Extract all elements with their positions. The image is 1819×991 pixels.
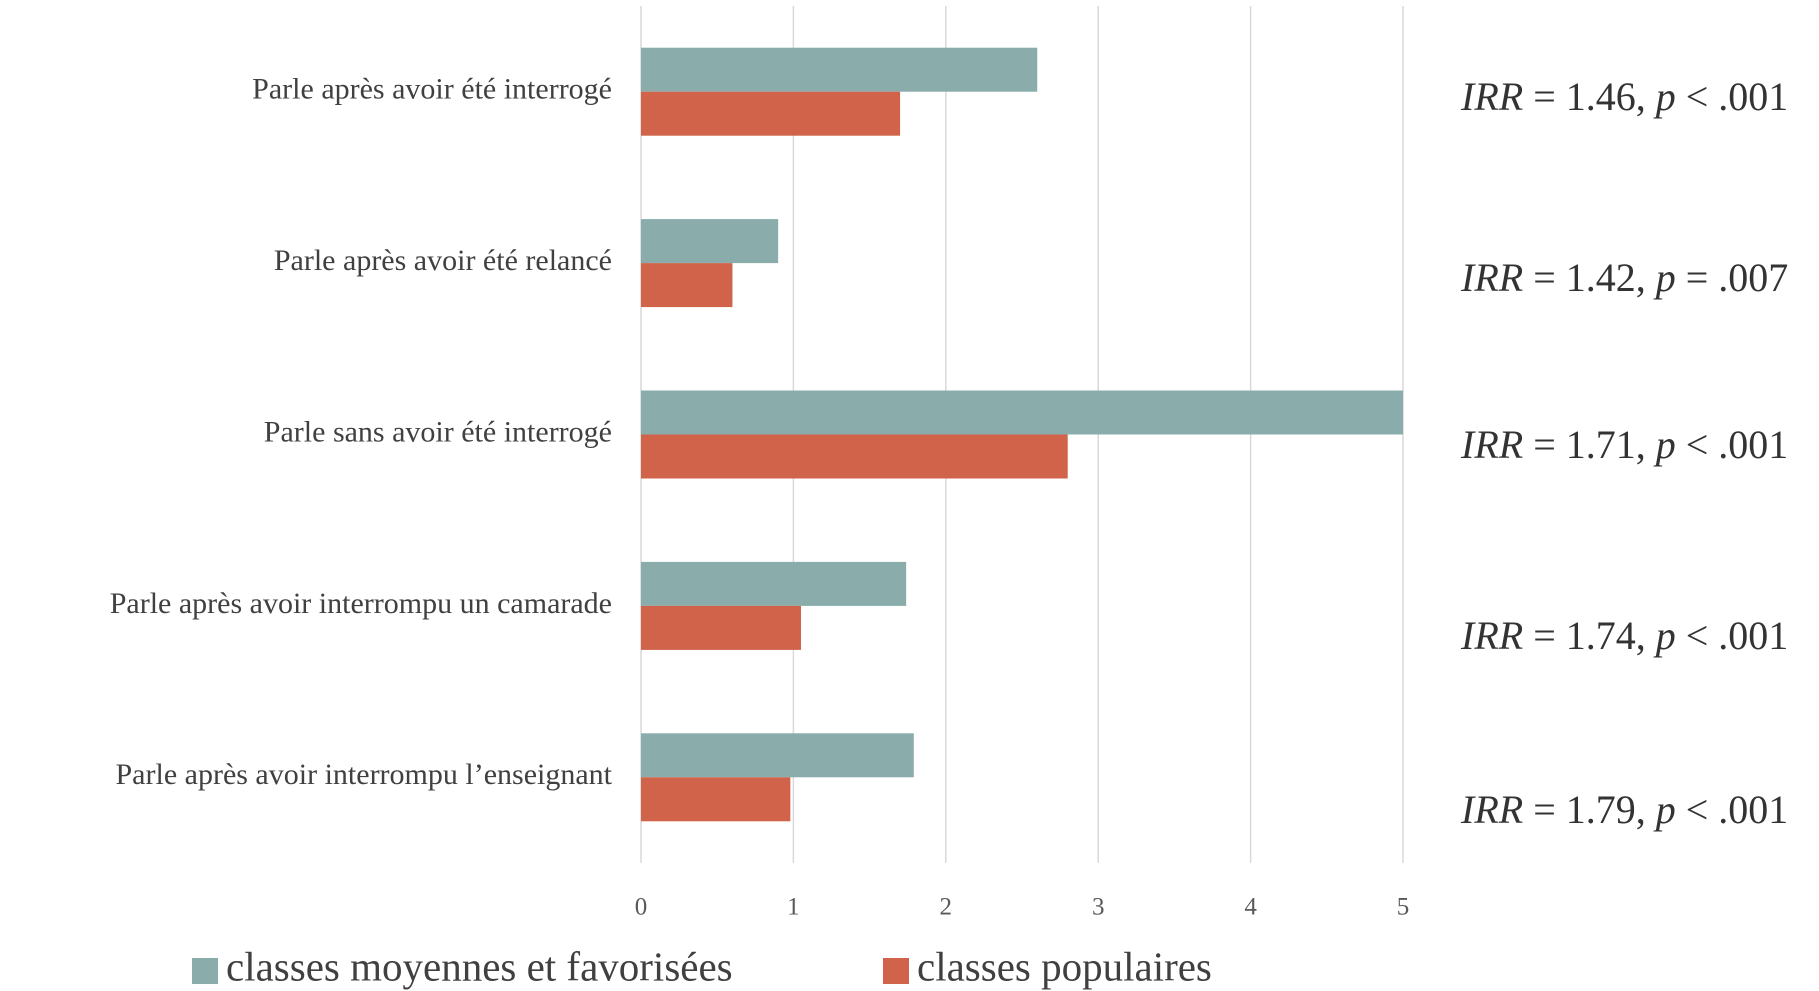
bar (641, 263, 733, 308)
x-tick-label: 0 (635, 894, 648, 921)
annotation-part: p (1653, 613, 1676, 658)
annotation: IRR = 1.46, p < .001 (1460, 74, 1788, 119)
x-tick-label: 3 (1092, 894, 1105, 921)
annotation-part: IRR (1460, 787, 1523, 832)
bar (641, 561, 907, 606)
y-tick-label: Parle après avoir interrompu un camarade (110, 587, 612, 620)
annotation-part: = 1.42, (1523, 255, 1656, 300)
annotation-part: < .001 (1676, 787, 1789, 832)
annotation-part: IRR (1460, 255, 1523, 300)
annotation-part: < .001 (1676, 422, 1789, 467)
legend-swatch (883, 958, 909, 984)
y-tick-label: Parle après avoir été interrogé (252, 73, 612, 106)
annotation: IRR = 1.79, p < .001 (1460, 787, 1788, 832)
bar (641, 733, 914, 778)
bar (641, 777, 791, 822)
legend-label: classes moyennes et favorisées (226, 943, 733, 989)
annotation-part: = 1.74, (1523, 613, 1656, 658)
legend-swatch (192, 958, 218, 984)
y-tick-label: Parle après avoir interrompu l’enseignan… (116, 758, 613, 791)
annotation-part: IRR (1460, 613, 1523, 658)
annotation-part: p (1653, 255, 1676, 300)
x-tick-label: 4 (1244, 894, 1257, 921)
bar (641, 91, 901, 136)
bar (641, 390, 1403, 435)
annotation-part: < .001 (1676, 613, 1789, 658)
bar (641, 219, 779, 264)
bar (641, 434, 1068, 479)
annotation-part: = 1.46, (1523, 74, 1656, 119)
annotation-part: < .001 (1676, 74, 1789, 119)
annotation: IRR = 1.71, p < .001 (1460, 422, 1788, 467)
x-tick-label: 2 (940, 894, 953, 921)
bar (641, 47, 1038, 92)
annotation: IRR = 1.42, p = .007 (1460, 255, 1788, 300)
x-tick-label: 5 (1397, 894, 1410, 921)
y-tick-label: Parle sans avoir été interrogé (264, 415, 612, 448)
legend-label: classes populaires (917, 943, 1212, 989)
bar (641, 605, 802, 650)
annotation-part: IRR (1460, 422, 1523, 467)
x-tick-label: 1 (787, 894, 800, 921)
y-tick-label: Parle après avoir été relancé (274, 244, 612, 277)
annotation-part: p (1653, 422, 1676, 467)
annotation-part: p (1653, 74, 1676, 119)
annotation-part: p (1653, 787, 1676, 832)
annotation-part: IRR (1460, 74, 1523, 119)
annotation-part: = 1.71, (1523, 422, 1656, 467)
annotation-part: = 1.79, (1523, 787, 1656, 832)
annotation-part: = .007 (1676, 255, 1789, 300)
annotation: IRR = 1.74, p < .001 (1460, 613, 1788, 658)
